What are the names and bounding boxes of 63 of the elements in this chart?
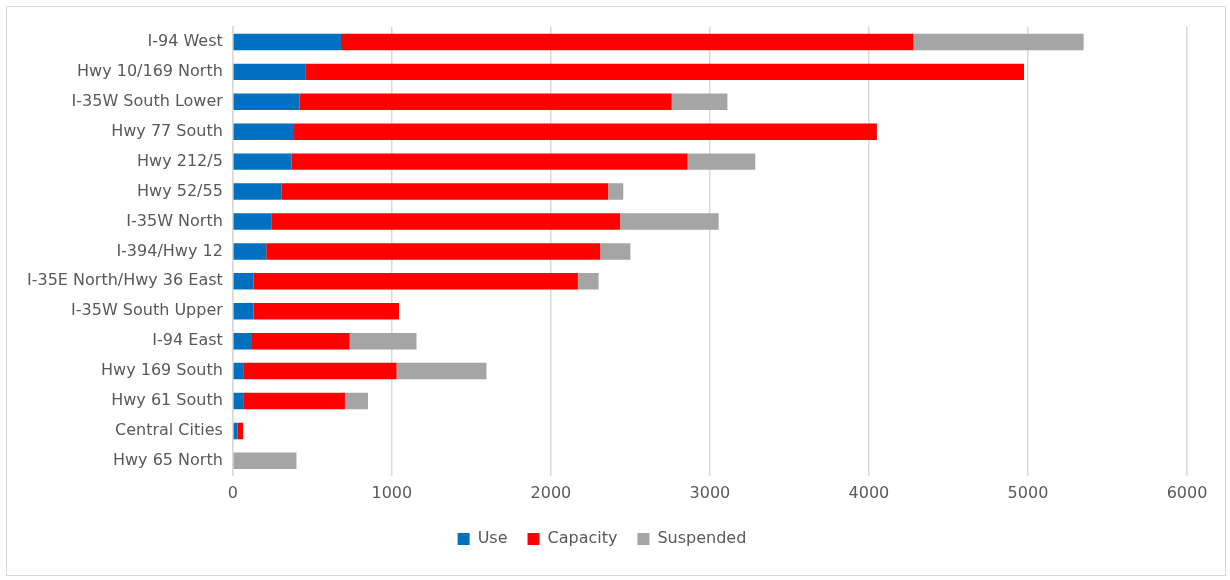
bar	[281, 183, 609, 200]
bar	[305, 63, 1024, 81]
bar	[233, 33, 341, 51]
y-tick-label: I-94 East	[152, 330, 223, 350]
bar	[233, 422, 238, 440]
y-tick-label: I-394/Hwy 12	[116, 240, 223, 260]
y-tick-label: Hwy 169 South	[101, 360, 223, 380]
bar	[233, 392, 244, 410]
legend-label: Capacity	[547, 528, 618, 548]
bar	[671, 93, 728, 111]
y-tick-label: I-35W South Upper	[71, 300, 224, 320]
bar	[349, 332, 417, 350]
bar	[291, 153, 688, 170]
x-tick-label: 4000	[848, 482, 890, 502]
bar	[913, 33, 1084, 51]
bar	[233, 452, 297, 470]
y-tick-label: Hwy 212/5	[137, 150, 223, 170]
bar	[299, 93, 672, 111]
y-tick-label: Hwy 61 South	[111, 390, 223, 410]
bar	[243, 392, 345, 410]
bar	[396, 362, 487, 380]
x-tick-label: 3000	[689, 482, 731, 502]
bar	[600, 243, 631, 260]
bar	[233, 213, 272, 230]
y-tick-label: I-35W North	[126, 210, 223, 230]
bar	[266, 243, 601, 260]
bar	[233, 243, 267, 260]
x-tick-label: 2000	[530, 482, 572, 502]
bar	[233, 303, 254, 320]
bar	[608, 183, 624, 200]
bar	[233, 123, 295, 140]
bar	[620, 213, 719, 230]
bar	[577, 273, 599, 290]
bar	[271, 213, 621, 230]
x-tick-label: 6000	[1166, 482, 1208, 502]
bar	[294, 123, 877, 140]
bar	[233, 332, 252, 350]
bar	[233, 93, 300, 111]
legend-label: Use	[477, 528, 508, 548]
bar	[233, 183, 282, 200]
x-tick-label: 1000	[371, 482, 413, 502]
legend-label: Suspended	[657, 528, 747, 548]
bar	[344, 392, 368, 410]
x-tick-label: 5000	[1007, 482, 1049, 502]
bar	[233, 273, 254, 290]
bar	[687, 153, 756, 170]
y-tick-label: Hwy 65 North	[112, 450, 223, 469]
bar	[251, 332, 350, 350]
bar	[253, 273, 578, 290]
x-tick-label: 0	[227, 482, 238, 502]
y-tick-label: I-94 West	[147, 31, 223, 51]
y-tick-label: Central Cities	[114, 420, 223, 440]
bar	[233, 362, 244, 380]
y-tick-label: Hwy 77 South	[111, 120, 223, 140]
y-tick-label: I-35E North/Hwy 36 East	[27, 270, 223, 290]
bar	[233, 153, 292, 170]
y-tick-label: Hwy 52/55	[137, 180, 223, 200]
bar	[340, 33, 914, 51]
bar	[253, 303, 400, 320]
bar	[233, 63, 306, 81]
y-tick-label: Hwy 10/169 North	[77, 61, 223, 81]
y-tick-label: I-35W South Lower	[71, 90, 224, 110]
bar	[243, 362, 397, 380]
